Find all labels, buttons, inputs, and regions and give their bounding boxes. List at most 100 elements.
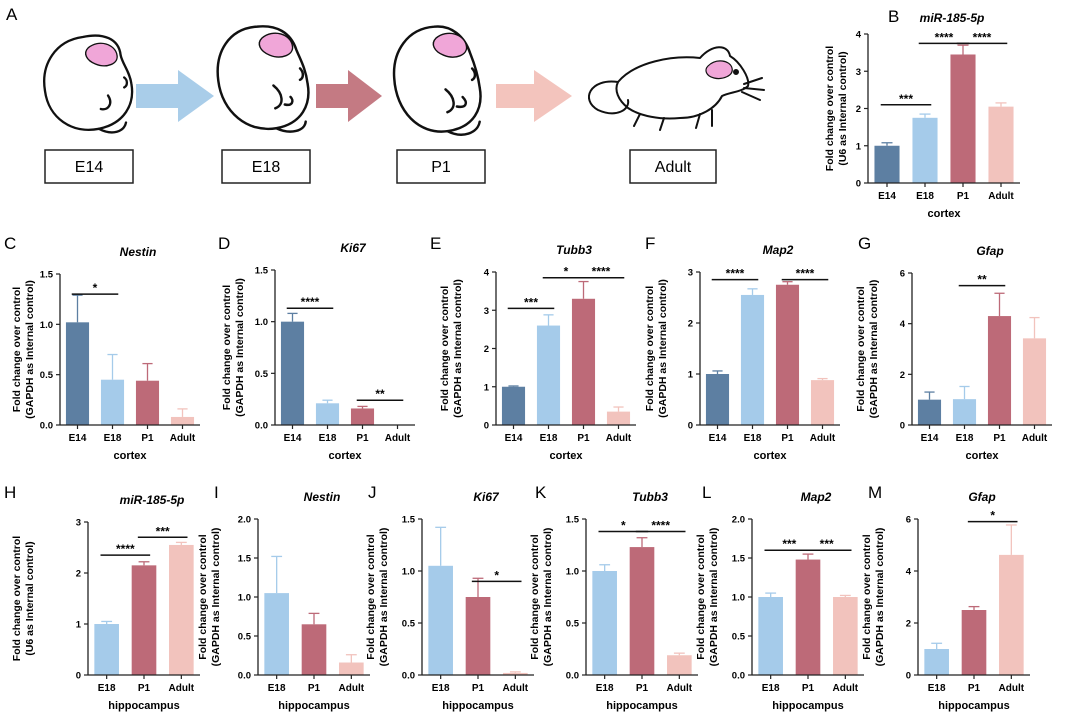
y-tick-label: 1 xyxy=(484,382,490,393)
x-tick-label: E18 xyxy=(104,433,122,444)
y-tick-label: 2 xyxy=(900,370,905,381)
x-axis-label: hippocampus xyxy=(442,700,514,712)
y-tick-label: 1.0 xyxy=(566,567,579,578)
x-tick-label: P1 xyxy=(356,433,369,444)
y-tick-label: 2 xyxy=(76,569,81,580)
bar-p1 xyxy=(465,597,491,675)
y-axis-label-line: Fold change over control xyxy=(861,534,873,660)
x-tick-label: E14 xyxy=(709,433,727,444)
x-axis-label: cortex xyxy=(549,450,583,462)
y-tick-label: 6 xyxy=(900,269,905,280)
bar-e18 xyxy=(740,294,765,425)
arrow-e14-to-e18 xyxy=(136,70,214,122)
x-axis-label: hippocampus xyxy=(606,700,678,712)
y-tick-label: 2 xyxy=(856,104,861,115)
y-tick-label: 2 xyxy=(688,319,693,330)
chart-title: Gfap xyxy=(968,490,995,504)
significance-label: * xyxy=(621,518,626,532)
embryo-eye xyxy=(298,67,305,82)
significance-label: **** xyxy=(726,267,745,281)
y-tick-label: 0.0 xyxy=(255,421,268,432)
bar-e18 xyxy=(315,403,340,425)
x-tick-label: E18 xyxy=(268,683,286,694)
x-tick-label: P1 xyxy=(968,683,981,694)
x-tick-label: P1 xyxy=(993,433,1006,444)
embryo-e14-illustration xyxy=(43,34,134,134)
y-axis-label-line: (GAPDH as Internal control) xyxy=(210,528,222,667)
chart-title: Nestin xyxy=(120,245,157,259)
y-axis-label: Fold change over control(GAPDH as Intern… xyxy=(644,279,669,418)
y-tick-label: 0.5 xyxy=(402,619,416,630)
bar-e14 xyxy=(280,321,305,425)
chart-panel-f: F Map2 E14 E18 P1 Adult 0 1 2 3 Fold change over c… xyxy=(644,234,840,462)
x-tick-label: Adult xyxy=(339,683,365,694)
significance-label: * xyxy=(494,568,499,582)
y-axis-label-line: Fold change over control xyxy=(855,286,867,412)
y-tick-label: 0 xyxy=(76,671,81,682)
embryo-tail xyxy=(275,120,307,133)
pup-body xyxy=(392,25,482,133)
bar-e18 xyxy=(264,593,289,675)
y-axis-label: Fold change over control(GAPDH as Intern… xyxy=(855,280,880,419)
bar-e14 xyxy=(917,399,942,425)
panel-letter: L xyxy=(702,483,711,502)
significance-label: **** xyxy=(973,30,992,44)
y-axis-label-line: Fold change over control xyxy=(529,534,541,660)
x-tick-label: Adult xyxy=(503,683,529,694)
panel-letter: C xyxy=(4,234,16,253)
chart-title: Tubb3 xyxy=(632,490,668,504)
x-axis-label: cortex xyxy=(927,208,961,220)
y-tick-label: 0.0 xyxy=(40,421,53,432)
stage-box-e18 xyxy=(221,149,311,184)
y-axis-label-line: (U6 as Internal control) xyxy=(837,51,849,165)
bar-adult xyxy=(503,672,528,675)
arrow-p1-to-adult xyxy=(496,70,572,122)
y-tick-label: 1.0 xyxy=(402,567,415,578)
chart-panel-i: I Nestin E18 P1 Adult 0.0 0.5 1.0 1.5 2.0 Fold cha… xyxy=(197,483,370,712)
significance-label: **** xyxy=(592,265,611,279)
y-axis-label-line: (GAPDH as Internal control) xyxy=(452,279,464,418)
stage-label-adult: Adult xyxy=(655,159,692,176)
significance-label: *** xyxy=(782,537,796,551)
y-tick-label: 1.0 xyxy=(732,593,745,604)
x-tick-label: P1 xyxy=(138,683,151,694)
x-tick-label: E18 xyxy=(98,683,116,694)
mouse-whiskers xyxy=(741,77,765,101)
bar-adult xyxy=(169,544,194,675)
y-tick-label: 3 xyxy=(484,306,489,317)
chart-title: miR-185-5p xyxy=(120,493,185,507)
y-tick-label: 0.0 xyxy=(402,671,415,682)
y-tick-label: 2 xyxy=(906,619,911,630)
x-tick-label: E18 xyxy=(319,433,337,444)
y-tick-label: 4 xyxy=(484,268,490,279)
significance-label: **** xyxy=(301,295,320,309)
y-axis-label: Fold change over control(GAPDH as Intern… xyxy=(11,280,36,419)
y-tick-label: 0.0 xyxy=(732,671,745,682)
panel-letter: D xyxy=(218,234,230,253)
y-tick-label: 1 xyxy=(688,370,694,381)
bar-e18 xyxy=(952,399,977,425)
y-tick-label: 0.0 xyxy=(238,671,251,682)
y-tick-label: 4 xyxy=(856,30,862,41)
chart-title: miR-185-5p xyxy=(920,11,985,25)
bar-e14 xyxy=(874,145,900,183)
y-tick-label: 3 xyxy=(688,268,693,279)
significance-label: *** xyxy=(899,92,913,106)
bar-adult xyxy=(1022,338,1047,425)
bar-p1 xyxy=(135,380,160,425)
chart-panel-g: G Gfap E14 E18 P1 Adult 0 2 4 6 Fold change over c… xyxy=(855,234,1052,462)
significance-label: **** xyxy=(116,542,135,556)
panel-letter: B xyxy=(888,7,899,26)
panel-letter: F xyxy=(645,234,655,253)
bar-e18 xyxy=(100,379,125,425)
arrow-e18-to-p1 xyxy=(316,70,382,122)
bar-e18 xyxy=(536,325,561,425)
bar-e14 xyxy=(705,374,730,425)
x-tick-label: E14 xyxy=(878,191,896,202)
y-axis-label-line: (GAPDH as Internal control) xyxy=(378,528,390,667)
x-tick-label: P1 xyxy=(141,433,154,444)
chart-title: Map2 xyxy=(763,243,794,257)
chart-title: Map2 xyxy=(801,490,832,504)
bar-adult xyxy=(170,416,195,425)
y-tick-label: 0.5 xyxy=(238,632,252,643)
